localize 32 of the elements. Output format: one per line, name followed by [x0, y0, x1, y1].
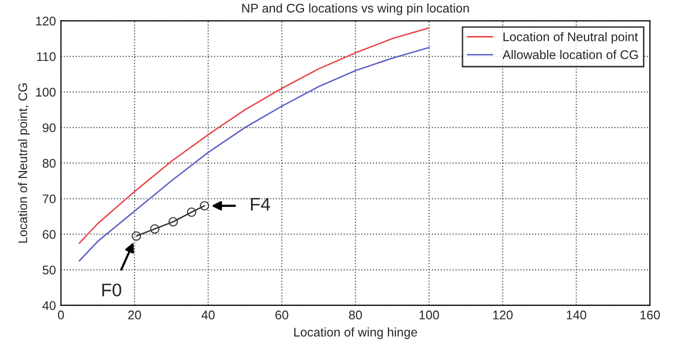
chart-title: NP and CG locations vs wing pin location: [242, 3, 469, 16]
point: [150, 224, 160, 234]
x-tick-label: 140: [566, 310, 586, 320]
x-tick-label: 160: [640, 310, 660, 320]
annotation: F0: [102, 284, 122, 296]
y-tick-label: 90: [42, 123, 56, 132]
x-tick-label: 0: [58, 310, 64, 320]
x-axis-title: Location of wing hinge: [294, 327, 418, 340]
x-tick-label: 100: [420, 310, 439, 320]
legend-label: Allowable location of CG: [502, 50, 638, 60]
point: [168, 217, 178, 226]
x-tick-label: 40: [202, 310, 215, 320]
y-tick-label: 100: [36, 88, 56, 97]
y-tick-label: 80: [42, 158, 56, 168]
y-tick-label: 70: [42, 194, 56, 204]
y-tick-label: 60: [42, 230, 56, 239]
line-series: [78, 27, 430, 244]
point: [132, 231, 142, 241]
y-tick-label: 110: [37, 52, 56, 62]
x-tick-label: 120: [493, 310, 513, 320]
y-axis-title: Location of Neutral point, CG: [18, 83, 30, 243]
line-series: [78, 46, 430, 262]
legend-label: Location of Neutral point: [504, 32, 638, 44]
y-tick-label: 120: [36, 16, 56, 26]
x-tick-label: 80: [349, 310, 362, 320]
annotation: F4: [251, 198, 270, 210]
point: [200, 201, 210, 210]
point: [186, 207, 196, 217]
y-tick-label: 40: [42, 301, 56, 310]
y-tick-label: 50: [42, 266, 56, 274]
x-tick-label: 20: [128, 310, 142, 320]
x-tick-label: 60: [275, 310, 288, 320]
